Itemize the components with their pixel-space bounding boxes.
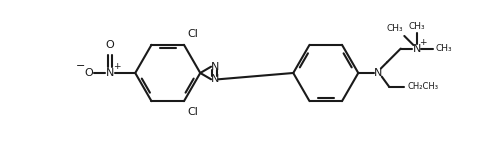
Text: N: N: [412, 44, 420, 54]
Text: N: N: [373, 68, 382, 78]
Text: +: +: [419, 38, 426, 47]
Text: N: N: [210, 74, 219, 84]
Text: −: −: [75, 61, 85, 71]
Text: N: N: [105, 68, 114, 78]
Text: CH₃: CH₃: [408, 22, 425, 31]
Text: Cl: Cl: [187, 106, 198, 117]
Text: N: N: [210, 62, 219, 72]
Text: O: O: [84, 68, 93, 78]
Text: Cl: Cl: [187, 29, 198, 39]
Text: +: +: [113, 62, 120, 71]
Text: CH₃: CH₃: [434, 44, 451, 53]
Text: CH₂CH₃: CH₂CH₃: [407, 82, 438, 91]
Text: O: O: [105, 40, 114, 50]
Text: CH₃: CH₃: [386, 24, 403, 33]
